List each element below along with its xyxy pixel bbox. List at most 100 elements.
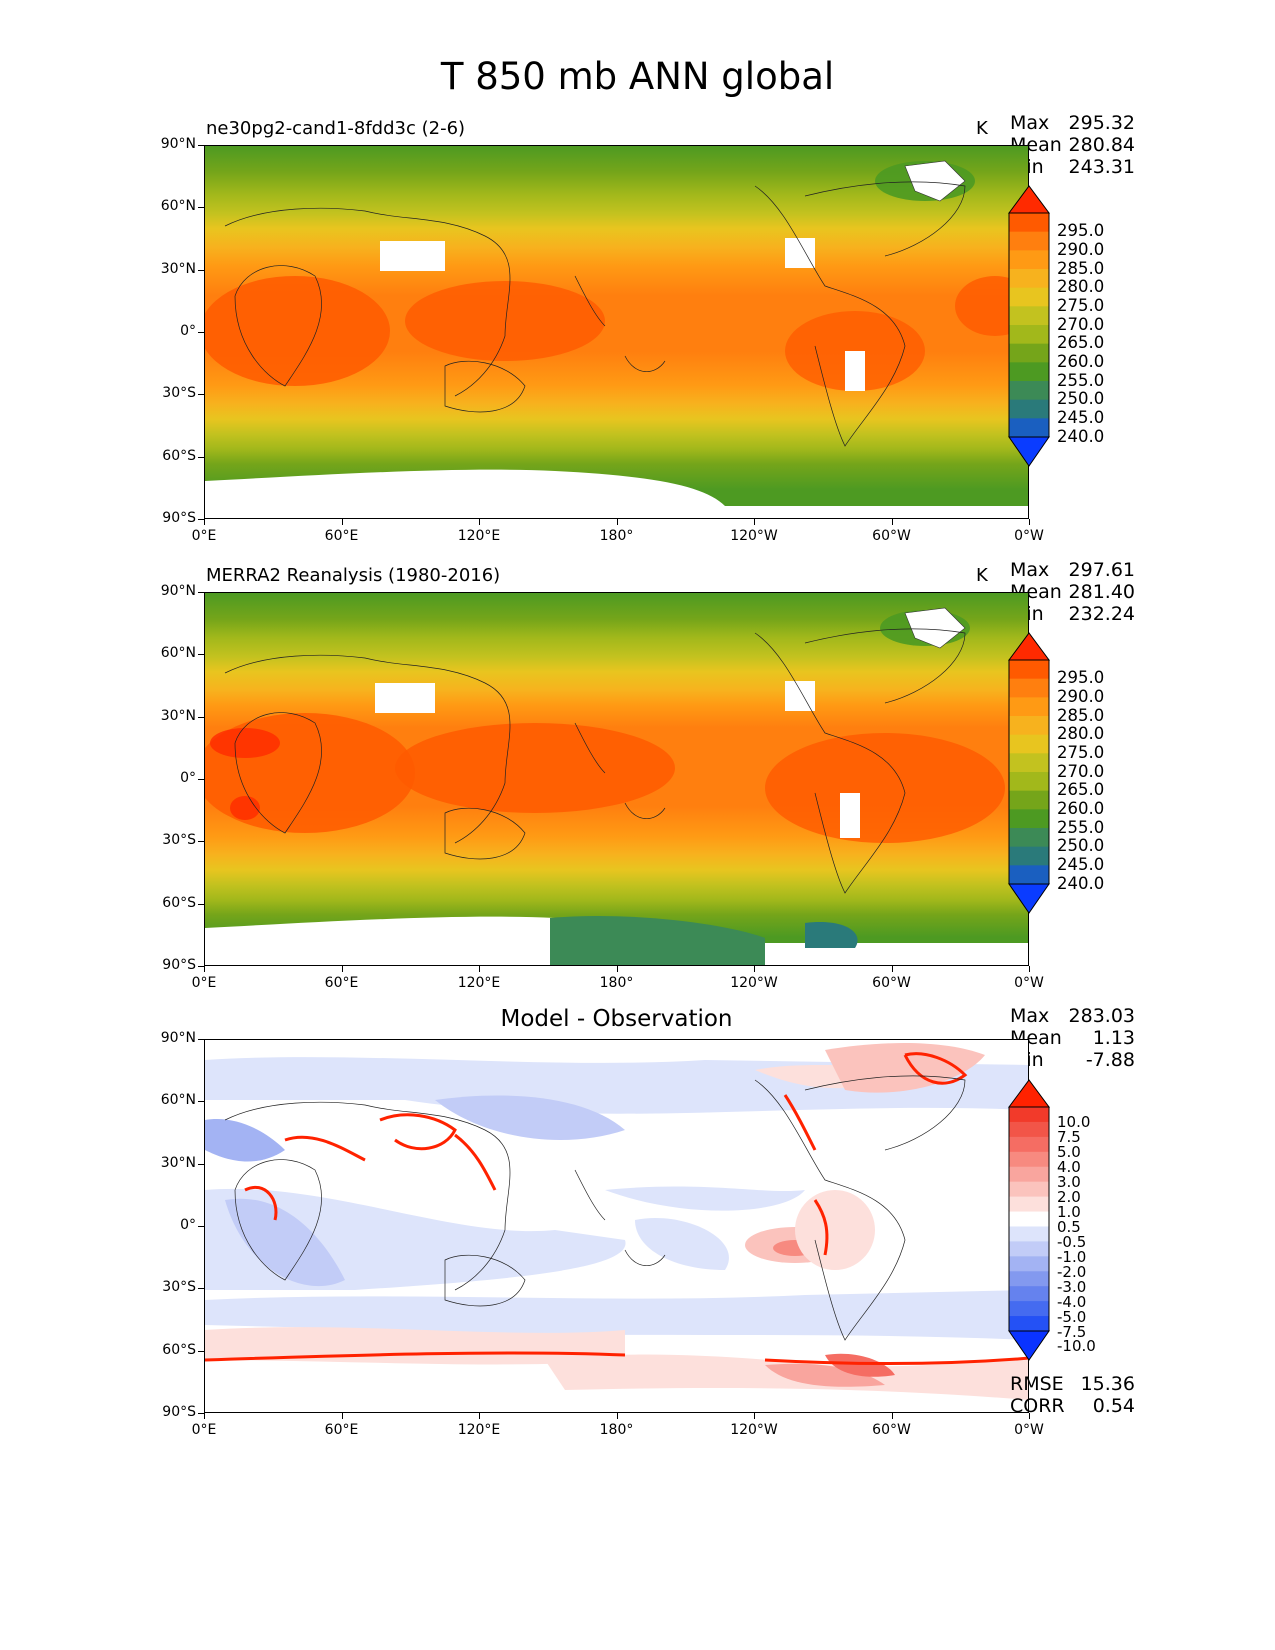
colorbar-abs bbox=[1008, 185, 1050, 467]
lat-tick-label: 60°S bbox=[162, 447, 196, 464]
lon-tick-label: 120°E bbox=[457, 528, 501, 544]
panel-1-units: K bbox=[976, 118, 988, 139]
lon-tick-mark bbox=[754, 1413, 755, 1419]
colorbar-segment bbox=[1009, 1301, 1049, 1317]
colorbar-tick-label: -4.0 bbox=[1057, 1292, 1087, 1311]
lat-tick-mark bbox=[198, 1101, 204, 1103]
colorbar-tick-label: 285.0 bbox=[1057, 705, 1105, 725]
colorbar-tick-label: 10.0 bbox=[1057, 1113, 1091, 1132]
lat-tick-mark bbox=[198, 207, 204, 209]
panel-1-map bbox=[204, 145, 1029, 519]
colorbar-segment bbox=[1009, 790, 1049, 810]
colorbar-segment bbox=[1009, 250, 1049, 270]
colorbar-tick-label: -10.0 bbox=[1057, 1337, 1096, 1356]
lat-tick-label: 30°S bbox=[162, 832, 196, 849]
colorbar-segment bbox=[1009, 1196, 1049, 1213]
lat-tick-label: 90°S bbox=[162, 510, 196, 526]
lat-tick-mark bbox=[198, 1226, 204, 1227]
panel-3-map bbox=[204, 1039, 1029, 1413]
colorbar-tick-label: 1.0 bbox=[1057, 1203, 1081, 1222]
lon-tick-mark bbox=[754, 519, 755, 525]
colorbar-outline bbox=[1008, 659, 1050, 885]
stat-value: -7.88 bbox=[1085, 1049, 1135, 1071]
colorbar-segment bbox=[1009, 269, 1049, 289]
lon-tick-mark bbox=[204, 519, 205, 525]
lat-tick-label: 60°S bbox=[162, 894, 196, 911]
colorbar-segment bbox=[1009, 287, 1049, 307]
lat-tick-mark bbox=[198, 332, 204, 333]
colorbar-tick-label: 5.0 bbox=[1057, 1143, 1081, 1162]
colorbar-segment bbox=[1009, 716, 1049, 736]
colorbar-extend-max bbox=[1008, 185, 1050, 214]
stat-value: 283.03 bbox=[1068, 1005, 1135, 1027]
lon-tick-label: 120°W bbox=[730, 975, 778, 991]
colorbar-tick-label: -0.5 bbox=[1057, 1232, 1087, 1251]
colorbar-outline bbox=[1008, 1106, 1050, 1332]
panel-2-map bbox=[204, 592, 1029, 966]
colorbar-tick-label: 275.0 bbox=[1057, 296, 1105, 315]
colorbar-tick-label: 255.0 bbox=[1057, 817, 1105, 837]
temperature-field bbox=[205, 146, 1028, 518]
lon-tick-label: 0°E bbox=[191, 528, 217, 544]
lon-tick-label: 120°E bbox=[457, 1422, 501, 1438]
colorbar-outline bbox=[1008, 212, 1050, 438]
lon-tick-label: 60°E bbox=[324, 1422, 359, 1438]
colorbar-segment bbox=[1009, 772, 1049, 792]
colorbar-segment bbox=[1009, 660, 1049, 680]
colorbar-tick-label: -3.0 bbox=[1057, 1277, 1087, 1296]
colorbar-segment bbox=[1009, 1286, 1049, 1302]
colorbar-segment bbox=[1009, 1181, 1049, 1198]
colorbar-tick-label: 280.0 bbox=[1057, 724, 1105, 744]
colorbar-segment bbox=[1009, 828, 1049, 848]
colorbar-tick-label: 270.0 bbox=[1057, 314, 1105, 334]
lat-tick-mark bbox=[198, 841, 204, 843]
colorbar-segment bbox=[1009, 1271, 1049, 1287]
lat-tick-mark bbox=[198, 779, 204, 780]
lon-tick-label: 60°W bbox=[872, 975, 911, 991]
lon-tick-mark bbox=[754, 966, 755, 972]
colorbar-tick-label: 7.5 bbox=[1057, 1128, 1081, 1147]
colorbar-segment bbox=[1009, 1121, 1049, 1138]
colorbar-extend-min bbox=[1008, 883, 1050, 914]
lat-tick-label: 90°S bbox=[162, 957, 196, 973]
stat-value: 243.31 bbox=[1068, 156, 1135, 178]
lon-tick-mark bbox=[616, 1413, 618, 1419]
lat-tick-label: 0° bbox=[180, 1217, 196, 1233]
colorbar-tick-label: 280.0 bbox=[1057, 277, 1105, 297]
lon-tick-label: 120°W bbox=[730, 528, 778, 544]
lon-tick-mark bbox=[616, 966, 618, 972]
colorbar-segment bbox=[1009, 753, 1049, 773]
panel-3-colorbar bbox=[1008, 1079, 1050, 1365]
colorbar-segment bbox=[1009, 734, 1049, 754]
colorbar-tick-label: 2.0 bbox=[1057, 1188, 1081, 1207]
lat-tick-label: 90°N bbox=[160, 1030, 196, 1046]
colorbar-segment bbox=[1009, 1241, 1049, 1257]
lat-tick-label: 60°N bbox=[160, 645, 196, 662]
lat-tick-mark bbox=[198, 269, 204, 271]
colorbar-tick-label: 295.0 bbox=[1057, 221, 1105, 241]
colorbar-tick-label: -5.0 bbox=[1057, 1307, 1087, 1326]
lon-tick-label: 60°E bbox=[324, 528, 359, 544]
colorbar-segment bbox=[1009, 1256, 1049, 1272]
colorbar-tick-label: 265.0 bbox=[1057, 333, 1105, 353]
colorbar-tick-label: 240.0 bbox=[1057, 873, 1105, 893]
colorbar-tick-label: 260.0 bbox=[1057, 352, 1105, 371]
colorbar-tick-label: 245.0 bbox=[1057, 855, 1105, 874]
panel-3-title: Model - Observation bbox=[500, 1006, 733, 1032]
lon-tick-label: 0°W bbox=[1014, 1422, 1044, 1438]
colorbar-segment bbox=[1009, 1151, 1049, 1168]
colorbar-segment bbox=[1009, 1316, 1049, 1332]
colorbar-tick-label: 245.0 bbox=[1057, 408, 1105, 427]
lon-tick-mark bbox=[204, 1413, 205, 1419]
lat-tick-label: 30°S bbox=[162, 1279, 196, 1296]
lon-tick-mark bbox=[1029, 1413, 1030, 1419]
lat-tick-mark bbox=[198, 1163, 204, 1165]
lat-tick-label: 30°N bbox=[160, 260, 196, 277]
lat-tick-label: 30°N bbox=[160, 1154, 196, 1171]
lat-tick-mark bbox=[198, 456, 204, 458]
stat-value: 295.32 bbox=[1068, 112, 1135, 134]
stat-label: Max bbox=[1010, 1005, 1050, 1027]
colorbar-segment bbox=[1009, 381, 1049, 401]
lon-tick-mark bbox=[1029, 966, 1030, 972]
